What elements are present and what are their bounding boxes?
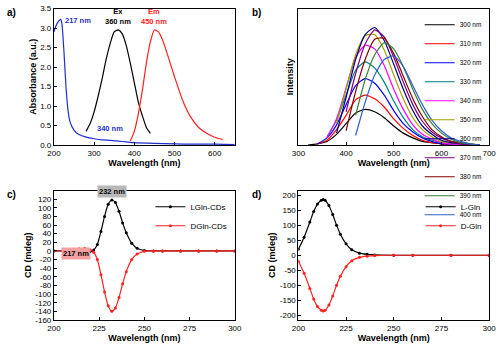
svg-text:500: 500 [387, 149, 401, 158]
svg-text:232 nm: 232 nm [99, 187, 125, 196]
svg-text:250: 250 [387, 324, 401, 333]
svg-text:400: 400 [339, 149, 353, 158]
svg-text:LGln-CDs: LGln-CDs [190, 203, 225, 212]
svg-text:275: 275 [183, 324, 197, 333]
svg-text:320 nm: 320 nm [460, 59, 482, 66]
svg-text:400 nm: 400 nm [460, 211, 482, 218]
svg-text:100: 100 [282, 221, 296, 230]
svg-text:400: 400 [128, 149, 142, 158]
svg-text:-160: -160 [35, 316, 52, 325]
svg-text:200: 200 [47, 149, 61, 158]
svg-text:DGln-CDs: DGln-CDs [190, 222, 226, 231]
svg-text:300: 300 [482, 324, 496, 333]
svg-text:370 nm: 370 nm [460, 154, 482, 161]
svg-text:1.0: 1.0 [40, 102, 52, 111]
svg-text:310 nm: 310 nm [460, 40, 482, 47]
svg-text:217 nm: 217 nm [63, 249, 89, 258]
svg-text:50: 50 [287, 236, 296, 245]
svg-text:d): d) [252, 189, 261, 200]
svg-text:L-Gln: L-Gln [461, 203, 481, 212]
svg-text:700: 700 [482, 149, 496, 158]
svg-text:Wavelength (nm): Wavelength (nm) [358, 333, 430, 343]
svg-text:1.5: 1.5 [40, 82, 52, 91]
svg-text:0: 0 [291, 251, 296, 260]
svg-text:-150: -150 [280, 296, 297, 305]
svg-text:-20: -20 [40, 255, 52, 264]
svg-text:40: 40 [42, 229, 51, 238]
svg-text:600: 600 [435, 149, 449, 158]
svg-text:275: 275 [435, 324, 449, 333]
svg-text:60: 60 [42, 221, 51, 230]
svg-text:-80: -80 [40, 281, 52, 290]
svg-text:500: 500 [168, 149, 182, 158]
svg-text:Absorbance (a.u.): Absorbance (a.u.) [28, 39, 38, 115]
svg-text:Wavelength (nm): Wavelength (nm) [108, 158, 180, 168]
svg-text:0.0: 0.0 [40, 141, 52, 150]
svg-text:-100: -100 [280, 281, 297, 290]
svg-text:200: 200 [282, 191, 296, 200]
svg-text:3.0: 3.0 [40, 24, 52, 33]
svg-text:300 nm: 300 nm [460, 21, 482, 28]
svg-text:330 nm: 330 nm [460, 78, 482, 85]
svg-text:2.0: 2.0 [40, 63, 52, 72]
svg-text:a): a) [7, 7, 16, 18]
svg-text:-200: -200 [280, 311, 297, 320]
svg-text:120: 120 [38, 195, 52, 204]
svg-text:Ex360 nm: Ex360 nm [105, 7, 131, 26]
svg-text:340 nm: 340 nm [460, 97, 482, 104]
svg-text:217 nm: 217 nm [65, 16, 91, 25]
svg-text:360 nm: 360 nm [460, 135, 482, 142]
svg-text:3.5: 3.5 [40, 4, 52, 13]
svg-text:225: 225 [339, 324, 353, 333]
svg-text:Intensity: Intensity [285, 58, 295, 95]
svg-text:-140: -140 [35, 307, 52, 316]
svg-text:300: 300 [228, 324, 242, 333]
svg-text:20: 20 [42, 238, 51, 247]
svg-text:300: 300 [87, 149, 101, 158]
svg-text:200: 200 [292, 324, 306, 333]
svg-text:0: 0 [47, 247, 52, 256]
svg-text:Wavelength (nm): Wavelength (nm) [108, 333, 180, 343]
svg-text:-40: -40 [40, 264, 52, 273]
svg-text:340 nm: 340 nm [97, 124, 123, 133]
svg-text:D-Gln: D-Gln [461, 222, 482, 231]
svg-text:100: 100 [38, 204, 52, 213]
svg-text:-120: -120 [35, 299, 52, 308]
svg-text:250: 250 [138, 324, 152, 333]
svg-text:200: 200 [47, 324, 61, 333]
svg-text:390 nm: 390 nm [460, 192, 482, 199]
svg-text:225: 225 [92, 324, 106, 333]
svg-text:-100: -100 [35, 290, 52, 299]
svg-text:CD (mdeg): CD (mdeg) [267, 233, 277, 279]
svg-text:Wavelength (nm): Wavelength (nm) [358, 158, 430, 168]
svg-text:-60: -60 [40, 273, 52, 282]
svg-text:0.5: 0.5 [40, 121, 52, 130]
svg-text:c): c) [7, 189, 16, 200]
svg-text:350 nm: 350 nm [460, 116, 482, 123]
svg-text:300: 300 [292, 149, 306, 158]
svg-text:b): b) [252, 7, 261, 18]
svg-text:Em450 nm: Em450 nm [141, 7, 167, 26]
svg-text:80: 80 [42, 212, 51, 221]
svg-text:CD (mdeg): CD (mdeg) [23, 233, 33, 279]
svg-text:2.5: 2.5 [40, 43, 52, 52]
svg-text:-50: -50 [284, 266, 296, 275]
svg-text:600: 600 [208, 149, 222, 158]
svg-text:150: 150 [282, 206, 296, 215]
svg-text:380 nm: 380 nm [460, 173, 482, 180]
